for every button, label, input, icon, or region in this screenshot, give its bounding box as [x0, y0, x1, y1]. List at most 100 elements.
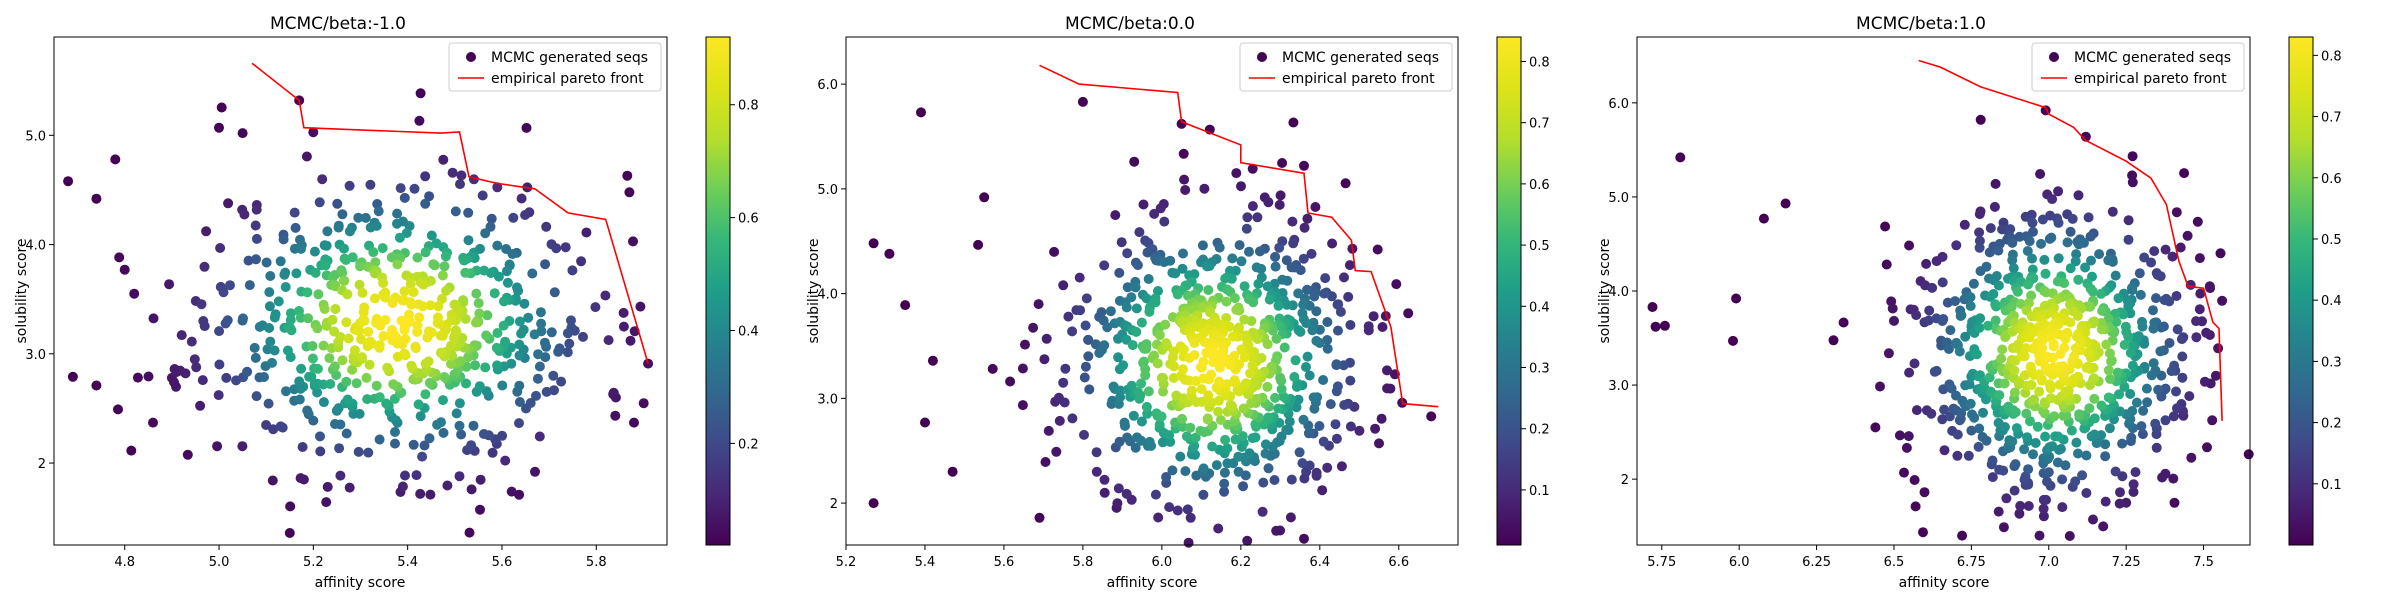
data-point — [1126, 292, 1137, 303]
data-point — [625, 335, 636, 346]
data-point — [1180, 185, 1191, 195]
data-point — [2112, 367, 2123, 378]
data-point — [2105, 348, 2115, 359]
data-point — [456, 429, 467, 440]
data-point — [1179, 174, 1190, 185]
data-point — [1142, 247, 1153, 258]
data-point — [461, 378, 471, 389]
data-point — [1331, 360, 1342, 371]
data-point — [318, 340, 329, 351]
data-point — [441, 285, 452, 296]
data-point — [201, 226, 212, 237]
data-point — [501, 244, 512, 254]
y-tick-label: 5.0 — [817, 183, 838, 198]
data-point — [2176, 334, 2187, 345]
data-point — [337, 267, 348, 278]
data-point — [1974, 423, 1985, 434]
data-point — [454, 471, 465, 482]
data-point — [2026, 380, 2037, 390]
data-point — [2194, 304, 2205, 315]
legend-label-line: empirical pareto front — [1282, 71, 1435, 87]
data-point — [2213, 343, 2224, 354]
data-point — [2202, 442, 2212, 453]
data-point — [332, 198, 343, 209]
data-point — [1927, 282, 1938, 293]
data-point — [2022, 432, 2033, 443]
data-point — [1319, 288, 1330, 299]
data-point — [2103, 255, 2114, 266]
data-point — [2030, 438, 2041, 448]
data-point — [1227, 331, 1238, 342]
data-point — [1202, 413, 1213, 424]
data-point — [2114, 389, 2125, 400]
data-point — [264, 301, 275, 312]
data-point — [2007, 436, 2018, 447]
data-point — [439, 261, 450, 272]
data-point — [2006, 302, 2017, 313]
data-point — [1344, 260, 1355, 271]
data-point — [1177, 413, 1187, 424]
data-point — [1650, 321, 1661, 332]
colorbar-tick-label: 0.2 — [2321, 417, 2342, 432]
data-point — [523, 312, 534, 323]
chart-panel-1: MCMC/beta:-1.0 4.8 5.0 5.2 5.4 5.6 5.8 2 3.0 4.0… — [14, 14, 759, 591]
x-axis-label: affinity score — [1107, 575, 1198, 591]
data-point — [2070, 476, 2081, 487]
data-point — [1274, 242, 1285, 253]
data-point — [2155, 346, 2166, 357]
data-point — [2171, 386, 2181, 397]
data-point — [2110, 270, 2121, 281]
data-point — [1141, 293, 1152, 304]
data-point — [365, 179, 376, 190]
data-point — [307, 353, 318, 364]
data-point — [1910, 501, 1921, 512]
data-point — [1136, 416, 1147, 427]
data-point — [1271, 525, 1282, 536]
data-point — [2089, 429, 2100, 440]
data-point — [2127, 285, 2138, 296]
data-point — [1273, 300, 1284, 311]
data-point — [1143, 274, 1154, 284]
data-point — [2019, 351, 2030, 362]
data-point — [263, 398, 274, 409]
data-point — [415, 488, 426, 499]
data-point — [1956, 408, 1967, 419]
data-point — [2096, 288, 2107, 299]
data-point — [344, 482, 355, 493]
data-point — [1263, 463, 1274, 474]
data-point — [499, 296, 509, 307]
data-point — [1904, 240, 1915, 251]
data-point — [1168, 361, 1179, 372]
data-point — [1140, 364, 1151, 375]
data-point — [1237, 431, 1248, 442]
data-point — [212, 441, 223, 452]
data-point — [1138, 356, 1149, 367]
data-point — [1215, 415, 1226, 425]
data-point — [449, 299, 460, 310]
data-point — [1997, 344, 2008, 355]
data-point — [1175, 451, 1186, 462]
data-point — [1376, 413, 1387, 424]
data-point — [2117, 438, 2128, 449]
data-point — [1887, 303, 1898, 314]
data-point — [1238, 403, 1249, 414]
data-point — [2141, 383, 2152, 394]
data-point — [1288, 117, 1299, 128]
data-point — [1883, 348, 1894, 359]
data-point — [1189, 338, 1200, 348]
colorbar-tick-label: 0.6 — [1529, 178, 1550, 193]
data-point — [482, 310, 493, 321]
data-point — [390, 427, 400, 437]
data-point — [344, 180, 355, 191]
data-point — [2100, 496, 2111, 507]
data-point — [1301, 362, 1311, 372]
data-point — [1991, 301, 2002, 312]
data-point — [2025, 361, 2036, 372]
data-point — [432, 317, 443, 328]
data-point — [1132, 260, 1143, 271]
data-point — [1110, 210, 1121, 221]
legend-marker-scatter — [1257, 52, 1267, 62]
data-point — [1186, 385, 1197, 396]
data-point — [1904, 367, 1915, 378]
data-point — [1322, 317, 1333, 327]
